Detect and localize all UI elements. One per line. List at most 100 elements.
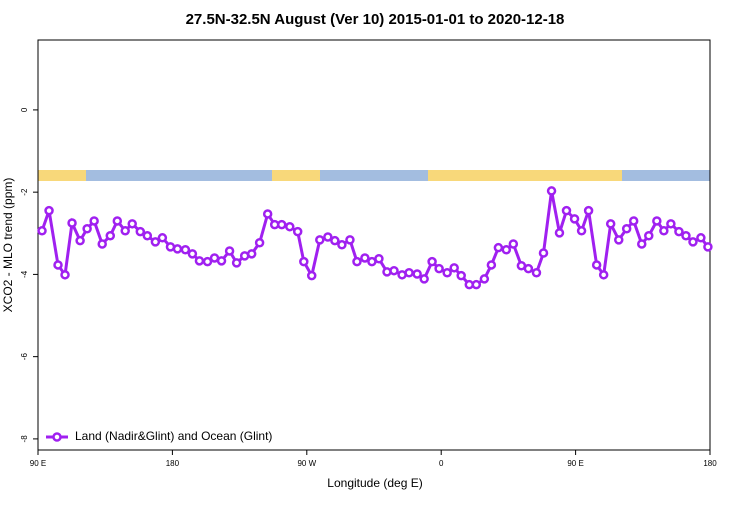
data-point xyxy=(389,265,399,276)
data-point xyxy=(591,260,602,270)
data-point xyxy=(292,226,303,237)
data-point xyxy=(576,226,587,236)
data-point xyxy=(605,219,616,229)
series-line xyxy=(40,190,710,287)
data-point xyxy=(112,216,123,226)
data-point xyxy=(306,270,317,281)
data-point xyxy=(614,235,624,245)
data-point xyxy=(254,237,265,248)
data-point xyxy=(531,268,542,278)
data-point xyxy=(681,230,691,241)
data-point xyxy=(479,274,490,284)
y-tick-label: -4 xyxy=(20,270,29,278)
data-point xyxy=(323,232,333,242)
data-point xyxy=(97,239,107,249)
data-point xyxy=(299,256,309,267)
chart-title: 27.5N-32.5N August (Ver 10) 2015-01-01 t… xyxy=(186,11,565,28)
y-tick-label: 0 xyxy=(20,107,29,112)
data-point xyxy=(546,186,557,196)
data-point xyxy=(105,230,116,241)
data-point xyxy=(628,216,639,226)
data-point xyxy=(285,221,295,232)
data-point xyxy=(157,233,168,243)
x-tick-label: 180 xyxy=(166,459,180,468)
data-point xyxy=(75,235,85,246)
data-point xyxy=(456,270,466,281)
data-point xyxy=(674,226,684,237)
data-point xyxy=(554,228,565,238)
ocean-band xyxy=(38,170,710,181)
data-point xyxy=(374,254,384,264)
data-point xyxy=(330,235,340,246)
data-point xyxy=(659,226,669,236)
data-point xyxy=(501,244,512,255)
x-tick-label: 180 xyxy=(703,459,717,468)
data-point xyxy=(89,216,99,226)
land-band xyxy=(38,170,86,181)
data-point xyxy=(352,256,362,267)
data-point xyxy=(187,249,198,259)
data-point xyxy=(538,248,549,258)
data-point xyxy=(523,263,534,274)
data-point xyxy=(427,256,437,267)
data-point xyxy=(696,233,706,243)
land-band xyxy=(272,170,320,181)
data-point xyxy=(688,237,698,247)
y-tick-label: -2 xyxy=(20,188,29,196)
data-point xyxy=(637,239,647,249)
data-point xyxy=(442,268,452,278)
data-point xyxy=(493,242,504,253)
data-point xyxy=(360,253,370,263)
data-point xyxy=(508,239,519,249)
data-point xyxy=(583,205,594,216)
legend-marker xyxy=(52,432,62,442)
data-point xyxy=(150,237,161,247)
data-point xyxy=(142,230,153,241)
data-point xyxy=(67,218,77,228)
x-axis-label: Longitude (deg E) xyxy=(327,476,422,490)
data-point xyxy=(224,246,235,256)
data-point xyxy=(216,256,227,266)
data-point xyxy=(621,224,632,234)
data-point xyxy=(561,205,572,216)
data-point xyxy=(598,270,609,280)
data-point xyxy=(337,240,347,250)
x-tick-label: 90 W xyxy=(297,459,316,468)
data-point xyxy=(194,256,205,266)
land-ocean-strip xyxy=(38,170,710,181)
data-point xyxy=(703,242,713,252)
data-point xyxy=(60,270,70,280)
data-point xyxy=(37,226,47,236)
data-point xyxy=(644,230,654,241)
data-point xyxy=(135,226,146,237)
data-point xyxy=(82,224,92,234)
legend-label: Land (Nadir&Glint) and Ocean (Glint) xyxy=(75,429,272,443)
x-tick-label: 90 E xyxy=(30,459,46,468)
data-point xyxy=(419,274,429,284)
data-point xyxy=(172,244,183,254)
data-point xyxy=(315,235,325,245)
data-point xyxy=(404,268,414,278)
data-point xyxy=(434,263,444,274)
data-point xyxy=(569,214,580,224)
data-point xyxy=(262,209,273,219)
data-point xyxy=(652,216,662,226)
data-point xyxy=(471,279,482,290)
data-point xyxy=(231,258,242,268)
y-tick-label: -8 xyxy=(20,435,29,443)
y-axis-label: XCO2 - MLO trend (ppm) xyxy=(1,178,15,313)
y-tick-label: -6 xyxy=(20,353,29,361)
data-point xyxy=(246,249,257,259)
data-point xyxy=(276,219,287,230)
land-band xyxy=(428,170,622,181)
data-point xyxy=(449,263,459,273)
data-point xyxy=(666,219,676,229)
data-point xyxy=(53,260,63,270)
data-point xyxy=(412,269,422,279)
data-point xyxy=(44,205,54,216)
data-point xyxy=(120,226,130,236)
data-point xyxy=(345,235,355,245)
data-point xyxy=(180,244,191,255)
x-tick-label: 0 xyxy=(439,459,444,468)
